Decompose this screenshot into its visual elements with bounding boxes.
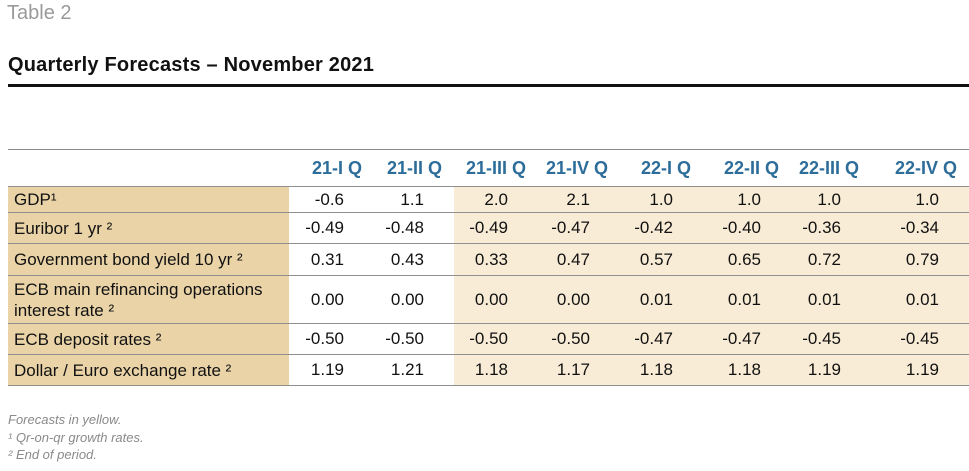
table-cell: 0.72 xyxy=(791,243,871,276)
table-cell: -0.6 xyxy=(289,186,374,213)
note-forecasts: Forecasts in yellow. xyxy=(8,412,122,427)
table-cell: -0.48 xyxy=(374,212,454,244)
table-cell: -0.45 xyxy=(791,323,871,355)
title-rule xyxy=(8,84,969,87)
forecast-table: 21-I Q 21-II Q 21-III Q 21-IV Q 22-I Q 2… xyxy=(8,149,969,386)
table-cell: -0.49 xyxy=(454,212,538,244)
table-cell: 1.18 xyxy=(620,354,703,386)
row-label: Government bond yield 10 yr ² xyxy=(8,243,289,276)
table-cell: 0.57 xyxy=(620,243,703,276)
table-row: Government bond yield 10 yr ² 0.31 0.43 … xyxy=(8,243,969,276)
row-label: Dollar / Euro exchange rate ² xyxy=(8,354,289,386)
note-end-of-period: ² End of period. xyxy=(8,447,97,462)
table-cell: -0.40 xyxy=(703,212,791,244)
column-header: 21-II Q xyxy=(386,157,442,178)
table-cell: 1.18 xyxy=(454,354,538,386)
table-row: ECB main refinancing operations interest… xyxy=(8,275,969,324)
table-cell: 0.01 xyxy=(703,275,791,324)
table-row: Euribor 1 yr ² -0.49 -0.48 -0.49 -0.47 -… xyxy=(8,212,969,244)
table-row: GDP¹ -0.6 1.1 2.0 2.1 1.0 1.0 1.0 1.0 xyxy=(8,186,969,213)
row-label: GDP¹ xyxy=(8,186,289,213)
table-cell: 1.19 xyxy=(871,354,969,386)
table-cell: 1.19 xyxy=(791,354,871,386)
table-cell: 1.17 xyxy=(538,354,620,386)
row-label: Euribor 1 yr ² xyxy=(8,212,289,244)
table-cell: 2.1 xyxy=(538,186,620,213)
table-cell: -0.36 xyxy=(791,212,871,244)
column-header: 21-IV Q xyxy=(545,157,608,178)
table-cell: -0.42 xyxy=(620,212,703,244)
table-cell: 0.00 xyxy=(454,275,538,324)
table-title: Quarterly Forecasts – November 2021 xyxy=(8,54,375,76)
table-cell: 0.79 xyxy=(871,243,969,276)
header-corner xyxy=(8,150,289,187)
table-cell: 0.43 xyxy=(374,243,454,276)
table-cell: -0.45 xyxy=(871,323,969,355)
table-cell: 0.65 xyxy=(703,243,791,276)
table-cell: -0.50 xyxy=(454,323,538,355)
table-cell: 1.0 xyxy=(871,186,969,213)
table-cell: -0.50 xyxy=(289,323,374,355)
table-notes: Forecasts in yellow. ¹ Qr-on-qr growth r… xyxy=(8,411,144,464)
table-cell: -0.47 xyxy=(620,323,703,355)
table-cell: 0.00 xyxy=(538,275,620,324)
column-header: 22-II Q xyxy=(723,157,779,178)
table-cell: -0.47 xyxy=(538,212,620,244)
table-cell: 0.01 xyxy=(791,275,871,324)
table-cell: 0.00 xyxy=(289,275,374,324)
header-row: 21-I Q 21-II Q 21-III Q 21-IV Q 22-I Q 2… xyxy=(8,149,969,187)
table-cell: 1.0 xyxy=(620,186,703,213)
table-cell: -0.49 xyxy=(289,212,374,244)
table-cell: 1.0 xyxy=(703,186,791,213)
column-header: 22-I Q xyxy=(640,157,691,178)
table-cell: 0.33 xyxy=(454,243,538,276)
table-cell: 0.01 xyxy=(620,275,703,324)
table-cell: 0.47 xyxy=(538,243,620,276)
table-cell: 0.01 xyxy=(871,275,969,324)
row-label: ECB main refinancing operations interest… xyxy=(8,275,289,324)
table-cell: 1.0 xyxy=(791,186,871,213)
table-cell: 0.00 xyxy=(374,275,454,324)
table-cell: 2.0 xyxy=(454,186,538,213)
table-label: Table 2 xyxy=(7,2,72,24)
table-row: ECB deposit rates ² -0.50 -0.50 -0.50 -0… xyxy=(8,323,969,355)
row-label: ECB deposit rates ² xyxy=(8,323,289,355)
table-cell: 0.31 xyxy=(289,243,374,276)
table-cell: 1.1 xyxy=(374,186,454,213)
column-header: 22-IV Q xyxy=(894,157,957,178)
table-cell: -0.47 xyxy=(703,323,791,355)
table-cell: -0.50 xyxy=(374,323,454,355)
table-cell: 1.18 xyxy=(703,354,791,386)
table-cell: -0.34 xyxy=(871,212,969,244)
table-cell: 1.19 xyxy=(289,354,374,386)
column-header: 21-I Q xyxy=(311,157,362,178)
table-cell: 1.21 xyxy=(374,354,454,386)
table-cell: -0.50 xyxy=(538,323,620,355)
column-header: 22-III Q xyxy=(798,157,859,178)
note-growth-rates: ¹ Qr-on-qr growth rates. xyxy=(8,429,144,445)
table-row: Dollar / Euro exchange rate ² 1.19 1.21 … xyxy=(8,354,969,386)
column-header: 21-III Q xyxy=(465,157,526,178)
